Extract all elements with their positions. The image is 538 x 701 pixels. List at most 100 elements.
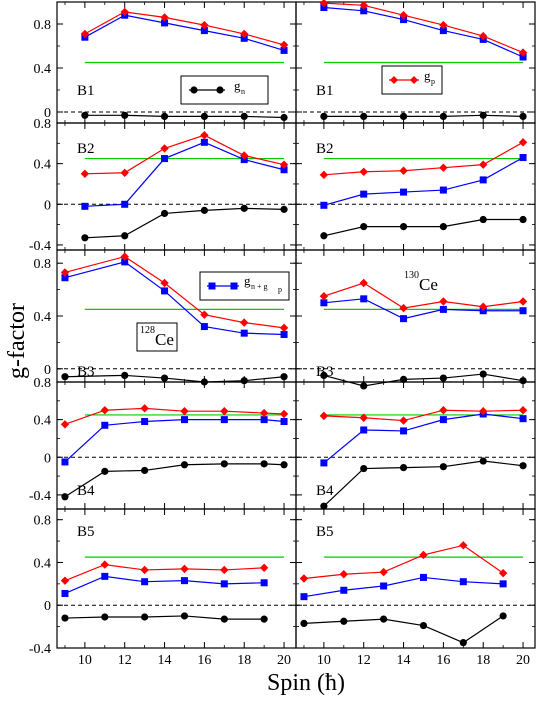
x-tick-label: 18: [476, 653, 490, 668]
point-gn: [220, 615, 228, 623]
series-line-total: [64, 575, 265, 595]
point-gn: [160, 209, 169, 218]
point-total: [320, 299, 328, 307]
point-gp: [479, 406, 488, 416]
point-total: [439, 186, 447, 194]
point-gp: [379, 567, 388, 577]
point-gn: [61, 493, 69, 501]
series-line-gn: [323, 218, 524, 237]
point-total: [320, 4, 328, 11]
point-gp: [479, 31, 488, 41]
panel-label: B3: [77, 364, 95, 380]
annotations: g n g p g n + g p 128 Ce: [136, 65, 443, 352]
point-total: [200, 27, 208, 35]
point-total: [519, 53, 527, 61]
legend-gn: g n: [180, 75, 269, 105]
point-gp: [319, 170, 329, 180]
panel-row3-left: 0 0.4 0.8 B3: [34, 249, 297, 386]
legend-gp-sub: p: [431, 77, 435, 86]
point-gp: [200, 20, 209, 30]
panel-label: B1: [77, 83, 95, 99]
legend-gp: g p: [381, 65, 443, 95]
point-gp: [279, 160, 289, 169]
point-gp: [120, 7, 129, 17]
legend-total-sub: n + g: [251, 282, 268, 291]
series-line-gp: [64, 563, 265, 582]
nucleus-label-128ce: 128 Ce: [136, 322, 178, 352]
series-line-total: [303, 576, 504, 598]
point-total: [360, 190, 368, 198]
y-tick-label: 0.8: [34, 18, 52, 33]
point-gp: [80, 29, 90, 39]
panel-label: B3: [316, 364, 334, 380]
panel-row5-left: -0.4 0 0.4 0.8 10 12 14 16 18 20 B5: [29, 508, 297, 668]
point-gp: [180, 564, 189, 574]
legend-gn-sub: n: [241, 87, 245, 96]
point-total: [360, 295, 368, 303]
point-total: [400, 427, 408, 435]
y-axis-title: g-factor: [4, 303, 30, 379]
point-gp: [518, 297, 528, 306]
panel-row1-right: B1: [295, 0, 536, 124]
series-line-gn: [323, 114, 524, 118]
point-gp: [518, 406, 528, 415]
point-total: [360, 7, 368, 15]
point-gn: [160, 374, 169, 382]
point-gp: [279, 40, 289, 50]
point-gn: [121, 232, 129, 240]
point-gp: [240, 151, 249, 160]
point-gp: [140, 565, 149, 575]
point-gn: [519, 112, 527, 120]
point-total: [61, 458, 69, 466]
point-total: [459, 578, 467, 586]
point-gn: [220, 460, 228, 468]
y-tick-label: 0: [44, 451, 51, 466]
point-gn: [101, 467, 109, 475]
series-line-gp: [64, 407, 285, 425]
legend-total-marker: [208, 282, 216, 290]
point-gn: [61, 373, 69, 381]
nucleus-130-symbol: Ce: [419, 275, 438, 294]
point-total: [519, 154, 527, 162]
point-gp: [60, 420, 70, 429]
point-total: [280, 46, 288, 54]
point-total: [81, 202, 89, 210]
point-gn: [81, 234, 89, 242]
y-tick-label: 0.4: [34, 310, 52, 325]
x-tick-label: 12: [118, 653, 132, 668]
point-total: [101, 572, 109, 580]
panel-row1-left: 0 0.4 0.8 B1: [34, 1, 297, 124]
series-line-gp: [84, 134, 285, 175]
point-gp: [299, 574, 309, 583]
legend-total: g n + g p: [199, 271, 290, 301]
point-total: [360, 426, 368, 434]
y-tick-label: 0.8: [34, 514, 52, 529]
point-gn: [360, 112, 368, 120]
point-gp: [359, 278, 368, 288]
panel-label: B2: [316, 141, 334, 157]
point-total: [320, 459, 328, 467]
point-gn: [280, 373, 288, 381]
point-gp: [399, 303, 408, 313]
point-total: [260, 416, 268, 424]
series-line-total: [64, 419, 285, 463]
point-gp: [319, 0, 329, 8]
point-gn: [280, 461, 288, 469]
legend-gp-marker: [390, 76, 398, 84]
series-line-gn: [64, 463, 285, 498]
point-gn: [439, 223, 447, 231]
point-gp: [439, 163, 448, 172]
series-line-total: [64, 261, 285, 336]
point-total: [499, 580, 507, 588]
point-gn: [200, 206, 208, 214]
point-gn: [399, 112, 408, 120]
point-gp: [498, 568, 508, 578]
y-tick-label: 0.4: [34, 556, 52, 571]
point-gp: [140, 404, 149, 413]
panel-frame: [295, 508, 536, 649]
point-total: [121, 258, 129, 266]
point-gn: [61, 614, 69, 622]
point-total: [439, 305, 447, 313]
